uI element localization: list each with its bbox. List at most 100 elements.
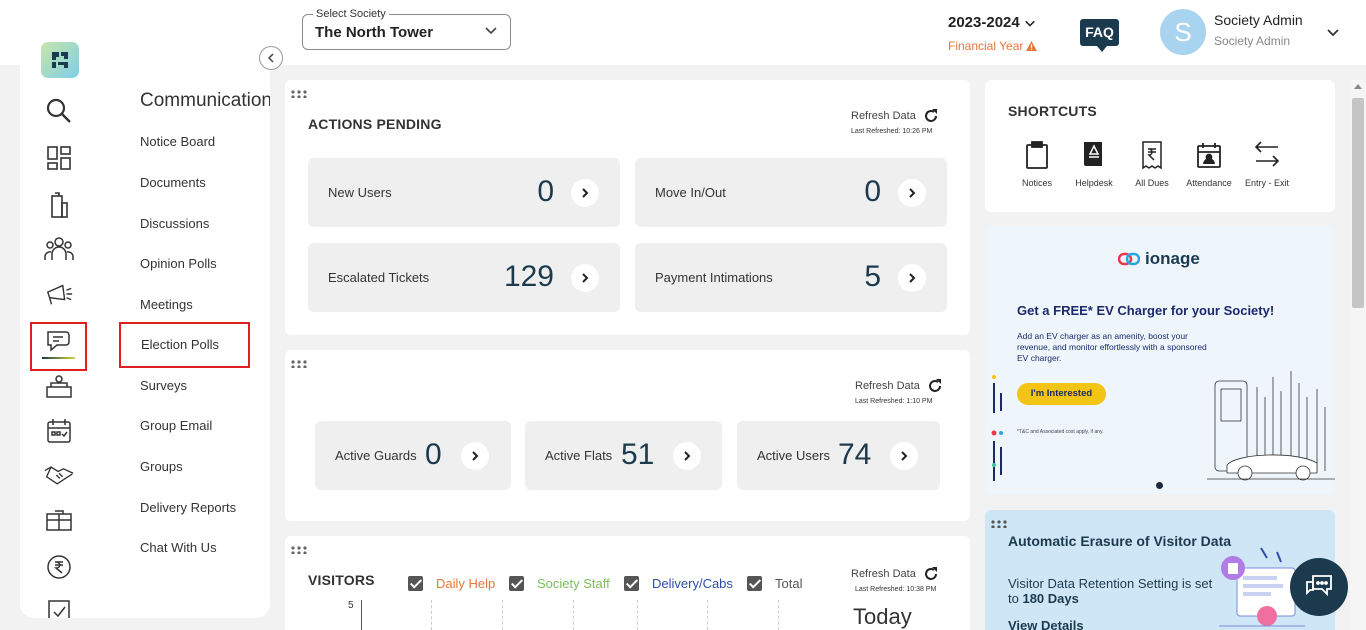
communications-icon[interactable] — [44, 326, 74, 356]
shortcut-label: Attendance — [1186, 178, 1232, 188]
financial-year-label: Financial Year — [948, 39, 1024, 53]
chevron-down-icon — [485, 27, 497, 35]
erasure-body: Visitor Data Retention Setting is set to… — [1008, 576, 1213, 606]
chevron-right-icon[interactable] — [898, 179, 926, 207]
menu-item-delivery-reports[interactable]: Delivery Reports — [140, 500, 237, 515]
shortcut-all-dues[interactable]: All Dues — [1122, 138, 1182, 188]
shortcut-helpdesk[interactable]: Helpdesk — [1064, 138, 1124, 188]
filter-daily-help[interactable]: Daily Help — [408, 576, 495, 591]
chevron-right-icon[interactable] — [898, 264, 926, 292]
ev-charger-illustration — [1207, 371, 1335, 481]
filter-label: Daily Help — [436, 576, 496, 591]
handshake-icon[interactable] — [44, 460, 74, 490]
checkbox-checked[interactable] — [624, 576, 639, 591]
app-logo[interactable] — [41, 42, 79, 78]
chevron-right-icon[interactable] — [890, 442, 918, 470]
logo-icon — [52, 52, 68, 68]
stat-label: Active Users — [757, 448, 830, 463]
stat-move-in-out[interactable]: Move In/Out 0 — [635, 158, 947, 227]
shortcut-label: Entry - Exit — [1244, 178, 1289, 188]
carousel-dot-active[interactable] — [1156, 482, 1163, 489]
menu-item-meetings[interactable]: Meetings — [140, 297, 193, 312]
reports-icon[interactable] — [44, 596, 74, 618]
promo-cta-button[interactable]: I'm Interested — [1017, 383, 1106, 405]
shortcut-attendance[interactable]: Attendance — [1179, 138, 1239, 188]
shortcut-notices[interactable]: Notices — [1007, 138, 1067, 188]
checkbox-checked[interactable] — [747, 576, 762, 591]
communications-nav-highlight[interactable] — [30, 322, 87, 371]
page-scrollbar[interactable] — [1350, 80, 1366, 630]
grid-line — [573, 600, 574, 630]
stat-active-flats[interactable]: Active Flats 51 — [525, 421, 722, 490]
calendar-icon[interactable] — [44, 416, 74, 446]
menu-item-documents[interactable]: Documents — [140, 175, 206, 190]
stat-value: 129 — [503, 260, 554, 293]
dashboard-icon[interactable] — [44, 143, 74, 173]
stat-new-users[interactable]: New Users 0 — [308, 158, 620, 227]
entry-exit-arrows-icon — [1254, 141, 1280, 167]
stat-escalated-tickets[interactable]: Escalated Tickets 129 — [308, 243, 620, 312]
chat-support-button[interactable] — [1290, 558, 1348, 616]
promo-brand: ionage — [1118, 249, 1200, 269]
financial-year-selector[interactable]: 2023-2024 Financial Year — [948, 14, 1058, 53]
society-select-label: Select Society — [313, 8, 389, 20]
drag-handle-icon[interactable] — [291, 546, 309, 554]
chevron-down-icon[interactable] — [1326, 25, 1340, 39]
filter-delivery-cabs[interactable]: Delivery/Cabs — [624, 576, 733, 591]
menu-item-discussions[interactable]: Discussions — [140, 216, 210, 231]
erasure-title: Automatic Erasure of Visitor Data — [1008, 533, 1232, 549]
grid-line — [431, 600, 432, 630]
drag-handle-icon[interactable] — [291, 90, 309, 98]
menu-item-groups[interactable]: Groups — [140, 459, 183, 474]
shortcut-entry-exit[interactable]: Entry - Exit — [1237, 138, 1297, 188]
filter-society-staff[interactable]: Society Staff — [509, 576, 610, 591]
refresh-data-button[interactable]: Refresh Data — [851, 566, 939, 582]
menu-item-election-polls[interactable]: Election Polls — [119, 322, 250, 368]
drag-handle-icon[interactable] — [991, 520, 1009, 528]
building-icon[interactable] — [44, 190, 74, 220]
checkbox-checked[interactable] — [509, 576, 524, 591]
scrollbar-thumb[interactable] — [1352, 98, 1364, 308]
chevron-right-icon[interactable] — [571, 264, 599, 292]
chevron-right-icon[interactable] — [461, 442, 489, 470]
residents-icon[interactable] — [44, 234, 74, 264]
menu-item-notice-board[interactable]: Notice Board — [140, 134, 216, 149]
menu-item-chat-with-us[interactable]: Chat With Us — [140, 540, 217, 555]
society-select[interactable]: Select Society The North Tower — [302, 8, 511, 50]
promo-banner[interactable]: ionage Get a FREE* EV Charger for your S… — [985, 227, 1335, 494]
filter-label: Delivery/Cabs — [652, 576, 733, 591]
menu-item-surveys[interactable]: Surveys — [140, 378, 187, 393]
rupee-icon[interactable] — [44, 552, 74, 582]
refresh-data-button[interactable]: Refresh Data — [851, 108, 939, 124]
chevron-right-icon[interactable] — [673, 442, 701, 470]
menu-title: Communications — [140, 90, 270, 111]
helpdesk-book-icon — [1084, 142, 1102, 166]
avatar[interactable]: S — [1160, 9, 1206, 55]
announcement-icon[interactable] — [44, 279, 74, 309]
collapse-sidebar-button[interactable] — [259, 46, 283, 70]
menu-item-opinion-polls[interactable]: Opinion Polls — [140, 256, 217, 271]
brand-name: ionage — [1145, 249, 1200, 268]
stat-active-guards[interactable]: Active Guards 0 — [315, 421, 511, 490]
refresh-data-button[interactable]: Refresh Data — [855, 378, 943, 394]
y-axis — [361, 600, 362, 630]
retention-days: 180 Days — [1022, 591, 1079, 606]
view-details-link[interactable]: View Details — [1008, 618, 1084, 630]
stat-active-users[interactable]: Active Users 74 — [737, 421, 940, 490]
sidebar: Communications Notice Board Documents Di… — [20, 16, 270, 618]
checkbox-checked[interactable] — [408, 576, 423, 591]
search-icon[interactable] — [44, 96, 74, 126]
chevron-right-icon[interactable] — [571, 179, 599, 207]
drag-handle-icon[interactable] — [291, 360, 309, 368]
stat-payment-intimations[interactable]: Payment Intimations 5 — [635, 243, 947, 312]
scroll-up-arrow-icon[interactable] — [1354, 84, 1362, 89]
decorative-dots — [991, 375, 1003, 481]
helpdesk-icon[interactable] — [44, 506, 74, 536]
filter-total[interactable]: Total — [747, 576, 802, 591]
faq-button[interactable]: FAQ — [1080, 19, 1119, 52]
user-name[interactable]: Society Admin — [1214, 12, 1303, 28]
menu-item-group-email[interactable]: Group Email — [140, 418, 213, 433]
period-label: Today — [853, 604, 912, 629]
last-refreshed: Last Refreshed: 10:38 PM — [855, 586, 937, 593]
amenities-icon[interactable] — [44, 372, 74, 402]
